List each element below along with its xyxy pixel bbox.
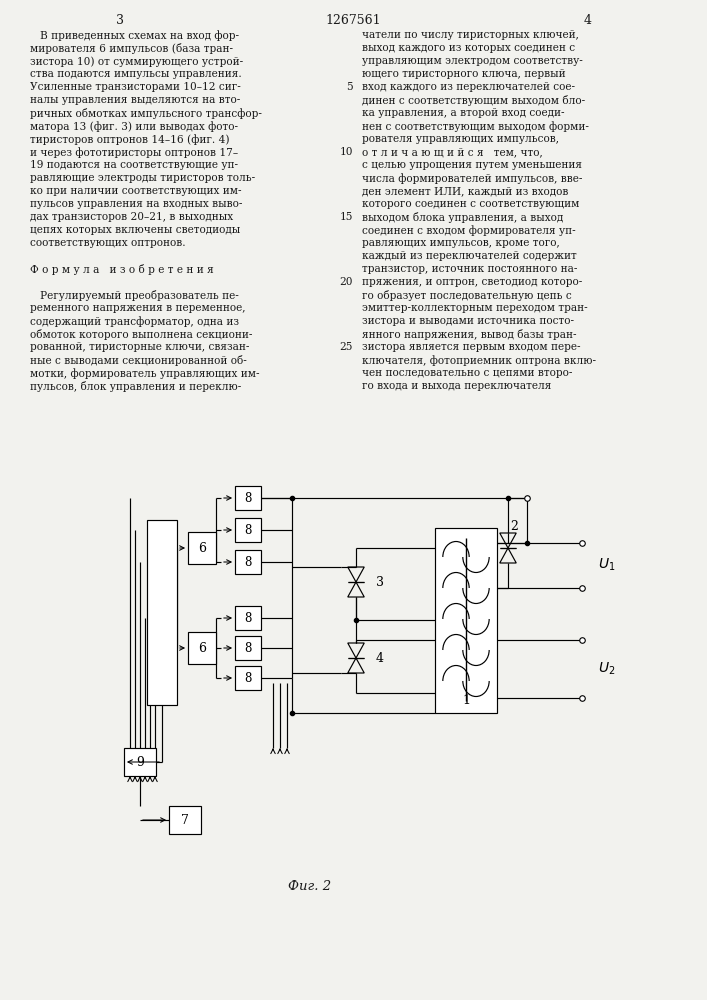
Text: равляющие электроды тиристоров толь-: равляющие электроды тиристоров толь- (30, 173, 255, 183)
Text: ден элемент ИЛИ, каждый из входов: ден элемент ИЛИ, каждый из входов (362, 186, 568, 196)
Text: 9: 9 (136, 756, 144, 768)
Text: 1: 1 (462, 694, 470, 706)
Text: 15: 15 (339, 212, 353, 222)
Bar (188, 532, 216, 564)
Text: 1267561: 1267561 (325, 14, 381, 27)
Text: числа формирователей импульсов, вве-: числа формирователей импульсов, вве- (362, 173, 583, 184)
Text: и через фототиристоры оптронов 17–: и через фототиристоры оптронов 17– (30, 147, 238, 158)
Text: ные с выводами секционированной об-: ные с выводами секционированной об- (30, 355, 247, 366)
Bar (235, 666, 261, 690)
Text: 6: 6 (198, 542, 206, 554)
Text: 20: 20 (339, 277, 353, 287)
Text: выходом блока управления, а выход: выходом блока управления, а выход (362, 212, 563, 223)
Text: равляющих импульсов, кроме того,: равляющих импульсов, кроме того, (362, 238, 560, 248)
Text: пряжения, и оптрон, светодиод которо-: пряжения, и оптрон, светодиод которо- (362, 277, 583, 287)
Text: рованной, тиристорные ключи, связан-: рованной, тиристорные ключи, связан- (30, 342, 250, 352)
Text: мотки, формирователь управляющих им-: мотки, формирователь управляющих им- (30, 368, 259, 379)
Text: 3: 3 (116, 14, 124, 27)
Text: ко при наличии соответствующих им-: ко при наличии соответствующих им- (30, 186, 242, 196)
Text: го образует последовательную цепь с: го образует последовательную цепь с (362, 290, 572, 301)
Text: Фиг. 2: Фиг. 2 (288, 880, 332, 893)
Bar (169, 806, 201, 834)
Text: содержащий трансформатор, одна из: содержащий трансформатор, одна из (30, 316, 239, 327)
Text: налы управления выделяются на вто-: налы управления выделяются на вто- (30, 95, 240, 105)
Text: чатели по числу тиристорных ключей,: чатели по числу тиристорных ключей, (362, 30, 579, 40)
Text: 4: 4 (376, 652, 384, 664)
Bar (235, 486, 261, 510)
Text: цепях которых включены светодиоды: цепях которых включены светодиоды (30, 225, 240, 235)
Text: с целью упрощения путем уменьшения: с целью упрощения путем уменьшения (362, 160, 582, 170)
Text: 8: 8 (245, 556, 252, 568)
Text: $U_2$: $U_2$ (598, 661, 615, 677)
Text: 8: 8 (245, 611, 252, 624)
Bar (147, 520, 177, 704)
Text: зистора является первым входом пере-: зистора является первым входом пере- (362, 342, 580, 352)
Text: матора 13 (фиг. 3) или выводах фото-: матора 13 (фиг. 3) или выводах фото- (30, 121, 238, 132)
Text: динен с соответствующим выходом бло-: динен с соответствующим выходом бло- (362, 95, 585, 106)
Text: пульсов управления на входных выво-: пульсов управления на входных выво- (30, 199, 243, 209)
Text: 8: 8 (245, 642, 252, 654)
Text: Усиленные транзисторами 10–12 сиг-: Усиленные транзисторами 10–12 сиг- (30, 82, 241, 92)
Text: 7: 7 (181, 814, 189, 826)
Bar (235, 550, 261, 574)
Text: ка управления, а второй вход соеди-: ка управления, а второй вход соеди- (362, 108, 564, 118)
Text: 25: 25 (339, 342, 353, 352)
Text: зистора 10) от суммирующего устрой-: зистора 10) от суммирующего устрой- (30, 56, 243, 67)
Text: $U_1$: $U_1$ (598, 557, 615, 573)
Bar (235, 518, 261, 542)
Text: эмиттер-коллекторным переходом тран-: эмиттер-коллекторным переходом тран- (362, 303, 588, 313)
Text: Регулируемый преобразователь пе-: Регулируемый преобразователь пе- (30, 290, 239, 301)
Text: го входа и выхода переключателя: го входа и выхода переключателя (362, 381, 551, 391)
Bar (188, 632, 216, 664)
Text: управляющим электродом соответству-: управляющим электродом соответству- (362, 56, 583, 66)
Text: 10: 10 (339, 147, 353, 157)
Text: мирователя 6 импульсов (база тран-: мирователя 6 импульсов (база тран- (30, 43, 233, 54)
Bar (435, 528, 497, 712)
Text: дах транзисторов 20–21, в выходных: дах транзисторов 20–21, в выходных (30, 212, 233, 222)
Text: рователя управляющих импульсов,: рователя управляющих импульсов, (362, 134, 559, 144)
Text: выход каждого из которых соединен с: выход каждого из которых соединен с (362, 43, 575, 53)
Text: зистора и выводами источника посто-: зистора и выводами источника посто- (362, 316, 574, 326)
Text: обмоток которого выполнена секциони-: обмоток которого выполнена секциони- (30, 329, 252, 340)
Bar (235, 606, 261, 630)
Text: которого соединен с соответствующим: которого соединен с соответствующим (362, 199, 579, 209)
Text: ющего тиристорного ключа, первый: ющего тиристорного ключа, первый (362, 69, 566, 79)
Text: вход каждого из переключателей сое-: вход каждого из переключателей сое- (362, 82, 575, 92)
Text: 5: 5 (346, 82, 353, 92)
Bar (124, 748, 156, 776)
Text: о т л и ч а ю щ и й с я   тем, что,: о т л и ч а ю щ и й с я тем, что, (362, 147, 543, 157)
Text: нен с соответствующим выходом форми-: нен с соответствующим выходом форми- (362, 121, 589, 132)
Text: янного напряжения, вывод базы тран-: янного напряжения, вывод базы тран- (362, 329, 576, 340)
Text: транзистор, источник постоянного на-: транзистор, источник постоянного на- (362, 264, 578, 274)
Text: ключателя, фотоприемник оптрона вклю-: ключателя, фотоприемник оптрона вклю- (362, 355, 596, 366)
Text: пульсов, блок управления и переклю-: пульсов, блок управления и переклю- (30, 381, 241, 392)
Text: соединен с входом формирователя уп-: соединен с входом формирователя уп- (362, 225, 575, 236)
Text: 8: 8 (245, 491, 252, 504)
Text: соответствующих оптронов.: соответствующих оптронов. (30, 238, 186, 248)
Text: ричных обмотках импульсного трансфор-: ричных обмотках импульсного трансфор- (30, 108, 262, 119)
Text: Ф о р м у л а   и з о б р е т е н и я: Ф о р м у л а и з о б р е т е н и я (30, 264, 214, 275)
Text: 19 подаются на соответствующие уп-: 19 подаются на соответствующие уп- (30, 160, 238, 170)
Text: каждый из переключателей содержит: каждый из переключателей содержит (362, 251, 577, 261)
Bar (235, 636, 261, 660)
Text: тиристоров оптронов 14–16 (фиг. 4): тиристоров оптронов 14–16 (фиг. 4) (30, 134, 230, 145)
Text: чен последовательно с цепями второ-: чен последовательно с цепями второ- (362, 368, 573, 378)
Text: В приведенных схемах на вход фор-: В приведенных схемах на вход фор- (30, 30, 239, 41)
Text: 8: 8 (245, 672, 252, 684)
Text: 6: 6 (198, 642, 206, 654)
Text: 8: 8 (245, 524, 252, 536)
Text: 4: 4 (584, 14, 592, 27)
Text: ства подаются импульсы управления.: ства подаются импульсы управления. (30, 69, 242, 79)
Text: 2: 2 (510, 520, 518, 532)
Text: ременного напряжения в переменное,: ременного напряжения в переменное, (30, 303, 245, 313)
Text: 3: 3 (376, 576, 384, 588)
